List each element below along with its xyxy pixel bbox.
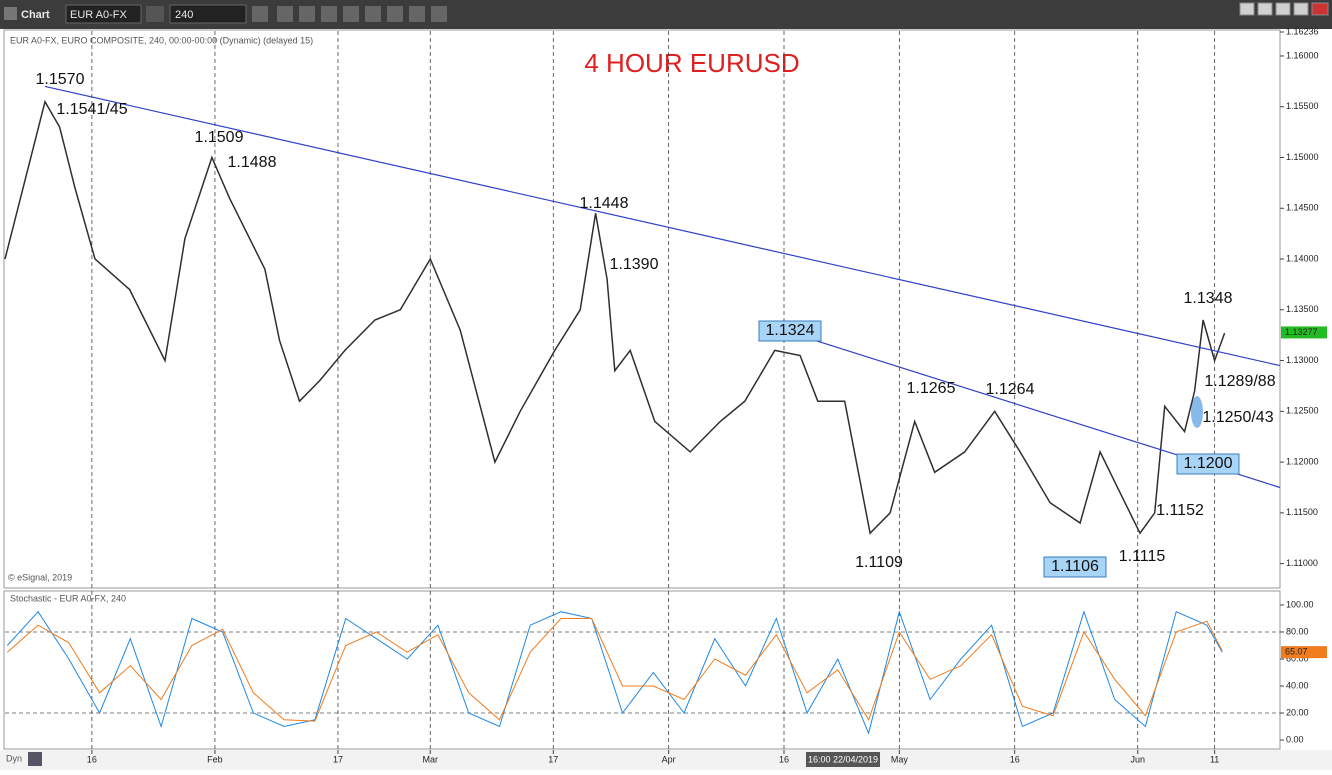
stochastic-line xyxy=(6,609,1223,735)
window-button[interactable] xyxy=(1257,2,1273,16)
crosshair-box xyxy=(806,752,880,767)
interval[interactable]: 240 xyxy=(175,9,193,21)
tool-button[interactable] xyxy=(321,6,337,22)
annotation-box xyxy=(1043,556,1107,578)
y-tick-label: 1.11500 xyxy=(1286,507,1318,517)
x-tick-label: 16 xyxy=(779,754,789,764)
x-tick-label: Mar xyxy=(423,754,439,764)
highlight-ellipse xyxy=(1191,396,1203,428)
x-tick-label: 16 xyxy=(87,754,97,764)
y-tick-label: 40.00 xyxy=(1286,680,1309,690)
y-tick-label: 1.15000 xyxy=(1286,152,1319,162)
credit: © eSignal, 2019 xyxy=(8,572,72,582)
annotation-box xyxy=(1176,453,1240,475)
annotation: 1.1264 xyxy=(986,381,1035,398)
link-button[interactable] xyxy=(146,6,164,22)
stochastic-panel xyxy=(3,590,1281,750)
tool-button[interactable] xyxy=(365,6,381,22)
window-buttons xyxy=(1239,2,1329,16)
mode-label: Dyn xyxy=(6,753,22,763)
y-tick-label: 1.13000 xyxy=(1286,355,1319,365)
tool-button[interactable] xyxy=(409,6,425,22)
x-tick-label: May xyxy=(891,754,909,764)
annotation: 1.1541/45 xyxy=(56,101,127,118)
tool-button[interactable] xyxy=(252,6,268,22)
y-tick-label: 1.12500 xyxy=(1286,406,1319,416)
stochastic-line xyxy=(6,618,1223,722)
x-tick-label: 16 xyxy=(1010,754,1020,764)
trendline xyxy=(44,85,1281,367)
symbol-box[interactable] xyxy=(65,4,142,24)
x-tick-label: 17 xyxy=(548,754,558,764)
y-tick-label: 0.00 xyxy=(1286,734,1304,744)
crosshair-label: 16:00 22/04/2019 xyxy=(808,754,878,764)
annotation: 1.1265 xyxy=(907,380,956,397)
stochastic-title: Stochastic - EUR A0-FX, 240 xyxy=(10,593,126,603)
chart-title: 4 HOUR EURUSD xyxy=(584,48,799,78)
window-button[interactable] xyxy=(1239,2,1255,16)
y-tick-label: 1.13500 xyxy=(1286,304,1319,314)
app-icon xyxy=(4,7,17,20)
y-tick-label: 1.16000 xyxy=(1286,50,1319,60)
last-value-box xyxy=(1281,646,1327,659)
chart-subtitle: EUR A0-FX, EURO COMPOSITE, 240, 00:00-00… xyxy=(10,35,313,45)
y-tick-label: 60.00 xyxy=(1286,653,1309,663)
y-tick-label: 1.16236 xyxy=(1286,26,1319,36)
tool-button[interactable] xyxy=(387,6,403,22)
y-tick-label: 1.12000 xyxy=(1286,456,1319,466)
x-tick-label: Apr xyxy=(662,754,676,764)
annotation: 1.1152 xyxy=(1156,502,1204,519)
interval-box[interactable] xyxy=(169,4,247,24)
toolbar-tools xyxy=(252,6,447,22)
y-tick-label: 80.00 xyxy=(1286,626,1309,636)
annotation-box xyxy=(758,320,822,342)
last-value-box xyxy=(1281,326,1327,339)
y-tick-label: 100.00 xyxy=(1286,599,1314,609)
annotation: 1.1109 xyxy=(855,554,903,571)
x-tick-label: Jun xyxy=(1130,754,1145,764)
last-value-label: 65.07 xyxy=(1285,647,1308,657)
y-tick-label: 1.14000 xyxy=(1286,253,1319,263)
x-tick-label: 11 xyxy=(1210,754,1219,764)
symbol[interactable]: EUR A0-FX xyxy=(70,9,128,21)
annotation: 1.1324 xyxy=(766,322,815,339)
annotation: 1.1250/43 xyxy=(1202,409,1273,426)
time-axis xyxy=(0,750,1332,770)
price-line xyxy=(4,99,1226,535)
annotation: 1.1200 xyxy=(1184,455,1233,472)
y-tick-label: 1.11000 xyxy=(1286,558,1318,568)
dyn-icon xyxy=(28,752,42,766)
y-tick-label: 1.15500 xyxy=(1286,101,1319,111)
annotation: 1.1448 xyxy=(580,195,629,212)
annotation: 1.1509 xyxy=(195,129,244,146)
tool-button[interactable] xyxy=(343,6,359,22)
x-tick-label: 17 xyxy=(333,754,343,764)
close-button[interactable] xyxy=(1311,2,1329,16)
last-value-label: 1.13277 xyxy=(1285,327,1318,337)
annotation: 1.1488 xyxy=(228,154,277,171)
y-tick-label: 20.00 xyxy=(1286,707,1309,717)
annotation: 1.1289/88 xyxy=(1204,373,1275,390)
price-panel xyxy=(3,29,1281,589)
tool-button[interactable] xyxy=(277,6,293,22)
plot-layer: 16 Feb 17 Mar 17 Apr 16 May 16 Jun 11 1.11000 1.1150… xyxy=(4,26,1327,764)
window-button[interactable] xyxy=(1293,2,1309,16)
window-button[interactable] xyxy=(1275,2,1291,16)
app-name: Chart xyxy=(21,9,50,21)
x-tick-label: Feb xyxy=(207,754,223,764)
tool-button[interactable] xyxy=(431,6,447,22)
tool-button[interactable] xyxy=(299,6,315,22)
annotation: 1.1390 xyxy=(610,256,659,273)
annotation: 1.1115 xyxy=(1119,548,1166,565)
y-tick-label: 1.14500 xyxy=(1286,203,1319,213)
annotation: 1.1348 xyxy=(1184,290,1233,307)
annotation: 1.1570 xyxy=(36,71,85,88)
annotation: 1.1106 xyxy=(1051,558,1099,575)
